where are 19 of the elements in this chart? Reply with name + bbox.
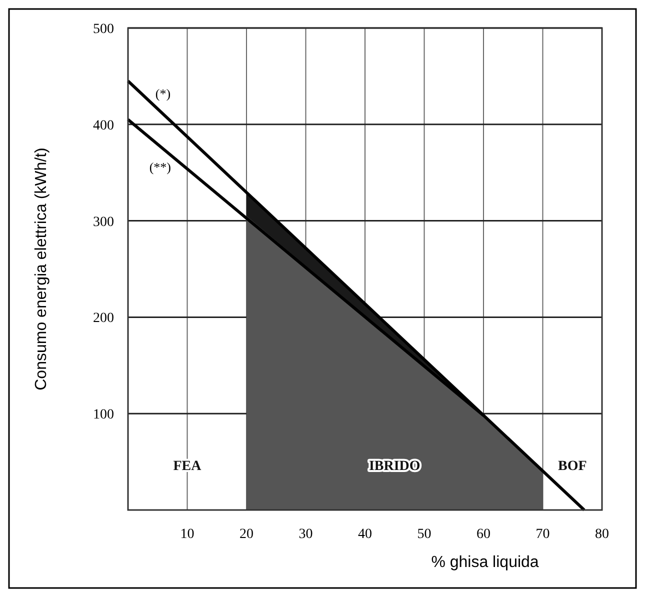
y-tick-label: 500 xyxy=(93,22,114,37)
annotation: IBRIDO xyxy=(368,459,420,474)
annotation: BOF xyxy=(558,459,587,474)
x-tick-label: 70 xyxy=(536,527,550,542)
y-axis-title: Consumo energia elettrica (kWh/t) xyxy=(33,148,50,390)
y-tick-label: 200 xyxy=(93,311,114,326)
y-tick-label: 100 xyxy=(93,408,114,423)
x-tick-label: 50 xyxy=(417,527,432,542)
x-tick-label: 30 xyxy=(298,527,313,542)
x-axis-title: % ghisa liquida xyxy=(431,554,539,571)
series-label: (*) xyxy=(155,86,171,101)
x-tick-label: 20 xyxy=(240,527,254,542)
x-tick-label: 40 xyxy=(358,527,372,542)
x-tick-label: 60 xyxy=(476,527,490,542)
y-tick-label: 400 xyxy=(93,118,114,134)
series-label: (**) xyxy=(149,159,171,174)
x-tick-label: 80 xyxy=(595,527,609,542)
y-tick-label: 300 xyxy=(93,214,114,230)
x-tick-label: 10 xyxy=(180,527,194,542)
